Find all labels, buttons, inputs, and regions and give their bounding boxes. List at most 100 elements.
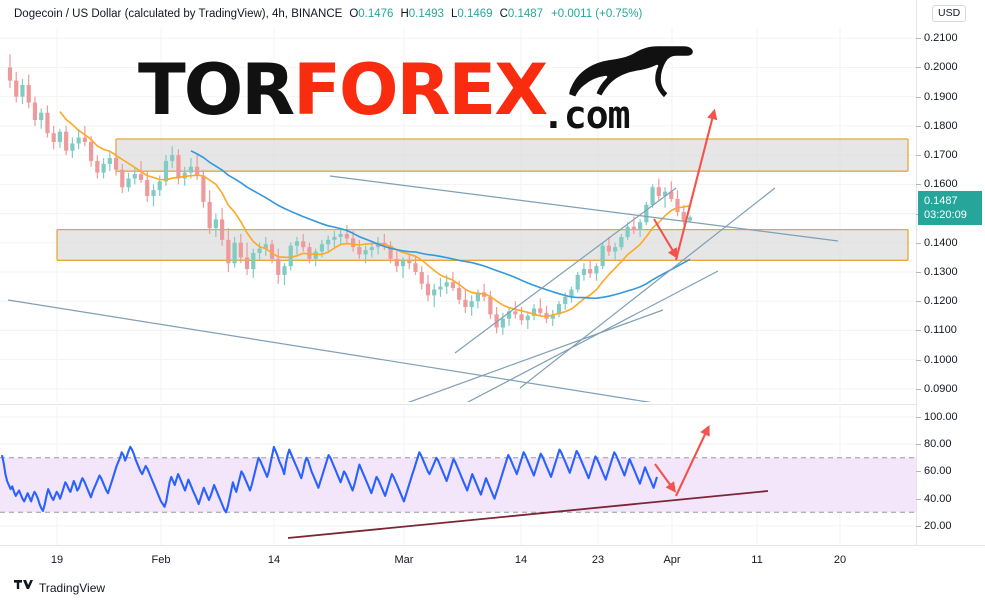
ohlc-open: O0.1476 — [349, 8, 394, 20]
tradingview-logo-icon — [14, 580, 33, 596]
candle-body — [226, 239, 231, 264]
price-axis-tick-mark — [916, 96, 921, 98]
candle-body — [338, 233, 343, 237]
candle-body — [207, 201, 212, 229]
chart-header: Dogecoin / US Dollar (calculated by Trad… — [0, 0, 985, 28]
trendline-ascending-inner — [466, 270, 719, 402]
candle-body — [513, 311, 518, 315]
candle-body — [631, 226, 636, 230]
support-zone-fill — [57, 229, 908, 261]
candle-body — [606, 245, 611, 252]
candle-body — [51, 133, 56, 142]
candle-body — [687, 217, 693, 221]
candle-body — [438, 286, 443, 290]
candle-body — [650, 187, 655, 205]
candle-body — [113, 158, 119, 170]
candle-body — [394, 258, 399, 267]
candle-body — [463, 299, 468, 308]
candle-body — [170, 155, 175, 161]
candle-body — [32, 102, 38, 121]
price-axis[interactable]: USD 0.1487 03:20:09 0.2100 0.2000 0.1900 0.… — [916, 0, 985, 404]
candle-body — [681, 212, 686, 221]
rsi-chart-svg — [0, 406, 916, 545]
candle-body — [413, 263, 418, 272]
candle-body — [319, 244, 325, 252]
time-axis-tick: Feb — [151, 554, 171, 566]
candle-body — [301, 241, 306, 248]
price-axis-tick: 0.1100 — [924, 324, 957, 337]
price-axis-tick-mark — [916, 38, 921, 40]
candle-body — [656, 187, 661, 197]
candle-body — [182, 172, 187, 179]
tradingview-brand-label: TradingView — [39, 581, 106, 595]
time-axis-tick: 23 — [591, 554, 605, 566]
candle-body — [662, 191, 668, 197]
price-change: +0.0011 (+0.75%) — [551, 8, 643, 20]
candle-body — [238, 242, 243, 258]
candle-body — [644, 204, 649, 223]
projection-arrow-up — [674, 108, 718, 261]
candle-body — [600, 245, 605, 267]
time-axis-tick: 11 — [751, 554, 763, 566]
ohlc-low: L0.1469 — [450, 8, 493, 20]
resistance-zone-fill — [116, 139, 908, 172]
price-pane[interactable] — [0, 28, 916, 402]
current-price-value: 0.1487 — [924, 195, 958, 207]
rsi-trendline — [287, 490, 769, 539]
candle-body — [619, 236, 624, 248]
candle-body — [20, 84, 25, 97]
candle-body — [525, 315, 530, 321]
candle-body — [637, 222, 643, 230]
currency-badge[interactable]: USD — [932, 5, 967, 22]
price-chart-svg — [0, 28, 916, 402]
candle-body — [400, 260, 406, 267]
candle-body — [82, 137, 87, 142]
candle-body — [326, 239, 331, 245]
trendline-ascending-channel-top — [454, 187, 677, 354]
candle-body — [232, 242, 237, 264]
rsi-axis[interactable]: 100.00 80.00 60.00 40.00 20.00 — [916, 405, 985, 545]
price-axis-tick: 0.1700 — [924, 149, 958, 162]
candle-body — [282, 266, 287, 275]
pane-divider — [0, 404, 916, 405]
trendline-descending-inner — [407, 309, 664, 402]
price-axis-tick: 0.1000 — [924, 353, 958, 366]
price-axis-tick-mark — [916, 125, 921, 127]
rsi-axis-tick-mark — [916, 444, 921, 446]
candle-body — [151, 190, 156, 197]
candle-body — [332, 236, 337, 240]
rsi-axis-tick-mark — [916, 471, 921, 473]
candle-body — [594, 266, 599, 274]
time-axis-tick: 20 — [833, 554, 847, 566]
ohlc-close: C0.1487 — [499, 8, 544, 20]
price-axis-tick: 0.1400 — [924, 236, 958, 249]
candle-body — [494, 314, 499, 328]
price-axis-tick: 0.2100 — [924, 32, 958, 45]
candle-body — [432, 289, 437, 296]
candle-body — [145, 179, 150, 197]
candle-body — [107, 158, 112, 164]
candle-body — [269, 244, 275, 259]
resistance-zone — [115, 138, 909, 172]
symbol-title[interactable]: Dogecoin / US Dollar (calculated by Trad… — [14, 8, 343, 20]
ohlc-high: H0.1493 — [400, 8, 444, 20]
tradingview-branding: TradingView — [14, 580, 105, 596]
candle-body — [195, 166, 200, 176]
rsi-axis-tick: 40.00 — [924, 492, 952, 505]
candle-body — [450, 282, 456, 289]
time-axis-tick: Mar — [394, 554, 414, 566]
rsi-pane[interactable] — [0, 406, 916, 545]
candle-body — [120, 169, 125, 188]
price-axis-tick-mark — [916, 242, 921, 244]
candle-body — [419, 271, 424, 284]
price-axis-tick-mark — [916, 271, 921, 273]
rsi-axis-tick-mark — [916, 525, 921, 527]
candle-body — [138, 174, 144, 180]
price-axis-tick-mark — [916, 388, 921, 390]
candle-body — [244, 257, 250, 270]
time-axis[interactable]: 19 Feb 14 Mar 14 23 Apr 11 20 — [0, 545, 985, 572]
candle-body — [7, 67, 13, 81]
candle-body — [45, 112, 50, 134]
candle-body — [588, 269, 593, 274]
candle-body — [26, 84, 31, 103]
